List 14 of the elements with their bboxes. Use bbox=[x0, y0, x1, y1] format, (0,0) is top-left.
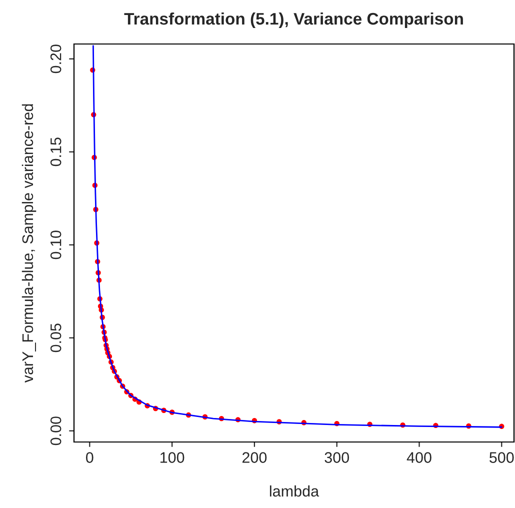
y-tick-label: 0.10 bbox=[50, 230, 62, 260]
x-tick-label: 200 bbox=[242, 452, 267, 463]
x-tick-label: 300 bbox=[324, 452, 349, 463]
x-tick-label: 400 bbox=[406, 452, 432, 463]
chart-title: Transformation (5.1), Variance Comparison bbox=[124, 12, 463, 28]
x-tick-label: 100 bbox=[160, 452, 184, 463]
x-axis-title: lambda bbox=[270, 485, 320, 497]
y-axis-title: varY_Formula-blue, Sample variance-red bbox=[22, 104, 36, 383]
y-tick-label: 0.15 bbox=[50, 138, 62, 166]
x-tick-label: 500 bbox=[490, 452, 514, 463]
y-tick-label: 0.05 bbox=[50, 324, 62, 352]
y-tick-label: 0.20 bbox=[50, 44, 62, 74]
y-tick-label: 0.00 bbox=[50, 416, 62, 446]
x-tick-label: 0 bbox=[86, 452, 94, 463]
